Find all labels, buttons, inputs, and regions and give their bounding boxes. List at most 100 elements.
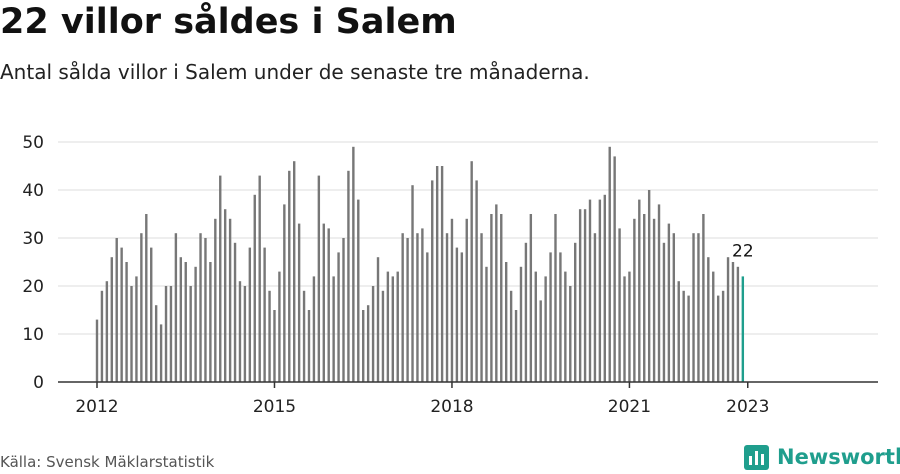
bar <box>268 290 271 382</box>
source-note: Källa: Svensk Mäklarstatistik <box>0 453 215 471</box>
bar <box>95 319 99 382</box>
bar <box>238 281 242 382</box>
bar <box>337 252 340 382</box>
bar <box>445 233 449 382</box>
bar <box>105 281 109 382</box>
bar <box>273 310 276 382</box>
bar <box>485 266 488 382</box>
bar <box>169 286 173 382</box>
last-value-label: 22 <box>732 241 754 261</box>
bar <box>504 262 508 382</box>
bar <box>500 214 503 382</box>
bar <box>342 238 345 382</box>
bar <box>357 199 360 382</box>
y-tick-label: 20 <box>22 277 44 297</box>
bar <box>707 257 710 382</box>
bar <box>293 161 296 382</box>
bar <box>470 161 473 382</box>
bar <box>386 271 390 382</box>
bar <box>529 214 533 382</box>
bar <box>524 242 528 382</box>
bar <box>396 271 399 382</box>
bar <box>638 199 641 382</box>
bar <box>115 238 118 382</box>
bar-chart: 0 10 20 30 40 50 2012 2015 2018 2021 2023 22 <box>22 133 878 417</box>
bar <box>578 209 582 382</box>
bar <box>549 252 552 382</box>
bar <box>716 295 720 382</box>
bar <box>603 194 606 382</box>
bar-highlight <box>741 276 745 382</box>
bar <box>302 290 306 382</box>
bar <box>564 271 567 382</box>
bar <box>633 218 636 382</box>
bar <box>574 242 577 382</box>
bar <box>100 290 104 382</box>
bar <box>174 233 178 382</box>
y-tick-label: 0 <box>33 373 44 393</box>
bar <box>140 233 143 382</box>
bar <box>366 305 370 382</box>
y-tick-label: 30 <box>22 229 44 249</box>
bar <box>184 262 187 382</box>
x-tick-label: 2023 <box>726 397 769 417</box>
bar <box>692 233 695 382</box>
bar <box>347 170 350 382</box>
chart-subtitle: Antal sålda villor i Salem under de sena… <box>0 60 590 84</box>
bar <box>233 242 237 382</box>
y-tick-label: 10 <box>22 325 44 345</box>
x-tick-label: 2021 <box>608 397 651 417</box>
bar <box>702 214 705 382</box>
bar <box>712 271 715 382</box>
bar <box>288 170 291 382</box>
bar <box>179 257 183 382</box>
bar <box>495 204 498 382</box>
bar <box>544 276 547 382</box>
bar <box>130 286 133 382</box>
bar <box>164 286 168 382</box>
bar <box>608 146 611 382</box>
bar <box>652 218 656 382</box>
bar <box>736 266 740 382</box>
brand-name: Newsworthy <box>777 445 900 469</box>
bar <box>460 252 464 382</box>
bar <box>647 190 651 382</box>
x-tick-label: 2015 <box>253 397 296 417</box>
bar <box>145 214 148 382</box>
bar <box>243 286 247 382</box>
bar <box>697 233 700 382</box>
x-tick-label: 2018 <box>430 397 473 417</box>
bar <box>352 146 355 382</box>
bar <box>480 233 483 382</box>
bar <box>125 262 128 382</box>
bar <box>559 252 562 382</box>
bar <box>618 228 621 382</box>
bar <box>672 233 676 382</box>
bar <box>667 223 671 382</box>
newsworthy-logo-icon <box>744 444 769 470</box>
bar <box>677 281 680 382</box>
bar <box>406 238 409 382</box>
bar <box>450 218 454 382</box>
bar <box>391 276 394 382</box>
bar <box>514 310 518 382</box>
bar <box>154 305 158 382</box>
bar <box>204 238 207 382</box>
bar <box>721 290 725 382</box>
y-tick-label: 50 <box>22 133 44 153</box>
bar <box>726 257 730 382</box>
bar <box>253 194 256 382</box>
bar <box>258 175 261 382</box>
bar <box>317 175 321 382</box>
bar <box>332 276 335 382</box>
bar <box>194 266 197 382</box>
bar <box>278 271 281 382</box>
bar <box>327 228 330 382</box>
bar <box>159 324 163 382</box>
bar <box>431 180 434 382</box>
bar <box>362 310 365 382</box>
bar <box>509 290 513 382</box>
bar <box>199 233 202 382</box>
bar <box>569 286 572 382</box>
bar <box>519 266 523 382</box>
